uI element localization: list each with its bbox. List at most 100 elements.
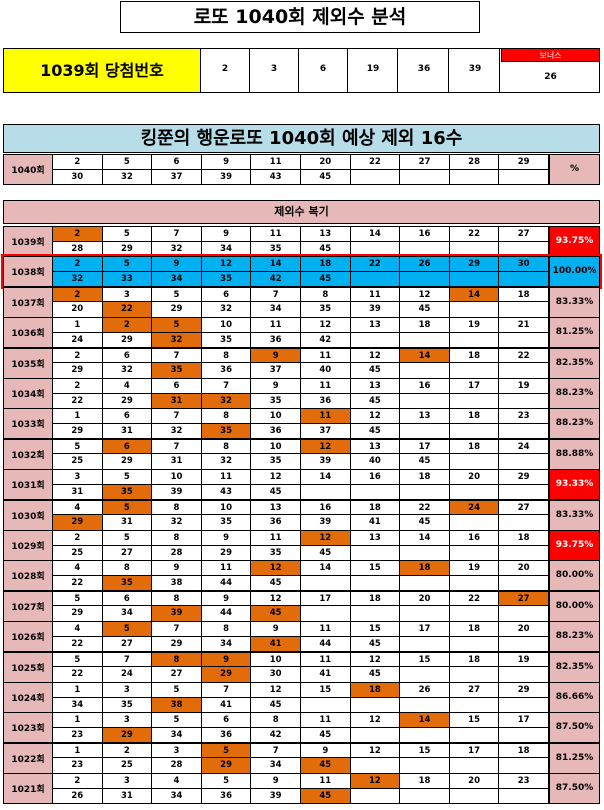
number-cell: 8 xyxy=(152,531,202,546)
winning-numbers-label: 1039회 당첨번호 xyxy=(3,48,201,93)
review-cells: 2 3 5 6 7 8 11 12 14 18 20 22 29 32 34 35 39 45 xyxy=(53,286,549,318)
review-row: 1026회 4 5 7 8 9 11 15 17 18 20 22 27 29 34 41 44 45 88.23% xyxy=(3,621,600,653)
review-title: 제외수 복기 xyxy=(3,200,600,224)
number-cell: 29 xyxy=(103,241,153,256)
number-cell xyxy=(499,271,549,287)
number-cell: 5 xyxy=(102,500,153,516)
number-cell: 45 xyxy=(301,788,351,804)
round-label: 1033회 xyxy=(3,408,53,440)
number-cell: 9 xyxy=(251,622,301,637)
number-cell xyxy=(400,169,450,184)
review-row: 1034회 2 4 6 7 9 11 13 16 17 19 22 29 31 32 35 36 45 88.23% xyxy=(3,378,600,409)
review-row: 1032회 5 6 7 8 10 12 13 17 18 24 25 29 31 32 35 39 40 45 88.… xyxy=(3,438,600,470)
number-cell: 24 xyxy=(449,500,500,516)
number-cell: 37 xyxy=(152,169,202,184)
number-cell: 11 xyxy=(350,287,401,303)
number-cell: 18 xyxy=(400,561,450,576)
number-cell: 44 xyxy=(202,575,252,591)
number-cell: 40 xyxy=(301,363,351,378)
number-cell xyxy=(351,788,401,804)
number-cell: 8 xyxy=(201,439,252,455)
number-cell: 41 xyxy=(301,667,351,682)
number-cell: 25 xyxy=(53,454,103,469)
review-cells: 2 6 7 8 9 11 12 14 18 22 29 32 35 36 37 40 45 xyxy=(53,347,549,379)
number-cell: 12 xyxy=(301,318,351,333)
round-label: 1029회 xyxy=(3,530,53,561)
number-cell: 11 xyxy=(301,622,351,637)
number-cell: 2 xyxy=(53,227,103,242)
number-cell: 41 xyxy=(351,515,401,530)
number-cell: 13 xyxy=(400,409,450,424)
number-cell xyxy=(400,423,450,439)
exclusion-rate: 86.66% xyxy=(549,682,600,713)
number-cell: 18 xyxy=(449,439,500,455)
number-cell xyxy=(351,271,401,287)
number-cell: 22 xyxy=(53,575,103,591)
round-label: 1032회 xyxy=(3,438,53,470)
exclusion-rate: 80.00% xyxy=(549,590,600,622)
prediction-cells: 2 5 6 9 11 20 22 27 28 29 30 32 37 39 43 45 xyxy=(53,154,549,185)
number-cell: 4 xyxy=(53,622,103,637)
number-cell xyxy=(499,484,549,500)
number-cell: 29 xyxy=(152,636,202,652)
number-cell: 18 xyxy=(301,257,351,272)
exclusion-rate: 93.75% xyxy=(549,530,600,561)
number-cell: 29 xyxy=(53,363,103,378)
number-cell: 13 xyxy=(350,439,401,455)
number-cell: 29 xyxy=(102,727,153,743)
number-cell: 11 xyxy=(301,652,351,668)
number-cell: 35 xyxy=(301,302,351,317)
number-cell: 9 xyxy=(301,743,351,759)
number-cell: 7 xyxy=(152,439,202,455)
number-cell: 29 xyxy=(103,393,153,408)
review-row: 1023회 1 3 5 6 8 11 12 14 15 17 23 29 34 36 42 45 87.50% xyxy=(3,712,600,744)
number-cell: 27 xyxy=(499,591,549,607)
exclusion-rate: 82.35% xyxy=(549,651,600,683)
number-cell: 1 xyxy=(53,743,103,759)
exclusion-rate: 88.88% xyxy=(549,438,600,470)
number-cell: 3 xyxy=(102,683,153,698)
number-cell: 5 xyxy=(152,683,202,698)
number-cell xyxy=(351,758,401,773)
number-cell: 31 xyxy=(152,454,202,469)
review-row: 1036회 1 2 5 10 11 12 13 18 19 21 24 29 32 35 36 42 81.25% xyxy=(3,317,600,349)
number-cell: 5 xyxy=(102,257,153,272)
number-cell: 2 xyxy=(53,531,103,546)
number-cell: 34 xyxy=(251,758,301,773)
number-cell: 34 xyxy=(152,788,202,804)
review-row: 1030회 4 5 8 10 13 16 18 22 24 27 29 31 32 35 36 39 41 45 83… xyxy=(3,499,600,531)
number-cell: 18 xyxy=(499,743,549,759)
number-cell: 3 xyxy=(102,287,153,303)
number-cell: 28 xyxy=(53,241,103,256)
number-cell: 10 xyxy=(152,470,202,485)
number-cell: 15 xyxy=(400,652,450,668)
number-cell xyxy=(499,454,549,469)
number-cell: 18 xyxy=(350,683,401,698)
number-cell: 44 xyxy=(301,636,351,652)
number-cell: 4 xyxy=(53,500,103,516)
number-cell: 36 xyxy=(202,363,252,378)
number-cell: 9 xyxy=(201,227,252,242)
number-cell: 27 xyxy=(499,500,549,516)
number-cell: 18 xyxy=(449,348,500,364)
number-cell: 23 xyxy=(53,727,103,743)
number-cell: 43 xyxy=(251,169,301,184)
number-cell: 45 xyxy=(351,423,401,439)
number-cell: 35 xyxy=(251,545,301,560)
number-cell: 14 xyxy=(449,287,500,303)
number-cell: 34 xyxy=(152,727,202,743)
number-cell: 11 xyxy=(201,561,252,576)
winning-number: 6 xyxy=(299,48,348,93)
review-cells: 5 6 7 8 10 12 13 17 18 24 25 29 31 32 35 39 40 45 xyxy=(53,438,549,470)
number-cell: 31 xyxy=(152,393,202,408)
number-cell xyxy=(400,332,450,348)
number-cell: 35 xyxy=(251,393,301,408)
number-cell xyxy=(450,788,500,804)
number-cell: 22 xyxy=(53,393,103,408)
number-cell: 11 xyxy=(301,713,351,728)
number-cell: 18 xyxy=(350,500,401,516)
review-cells: 5 6 8 9 12 17 18 20 22 27 29 34 39 44 45 xyxy=(53,590,549,622)
number-cell: 4 xyxy=(152,774,202,789)
number-cell: 5 xyxy=(152,318,202,333)
number-cell: 29 xyxy=(202,545,252,560)
